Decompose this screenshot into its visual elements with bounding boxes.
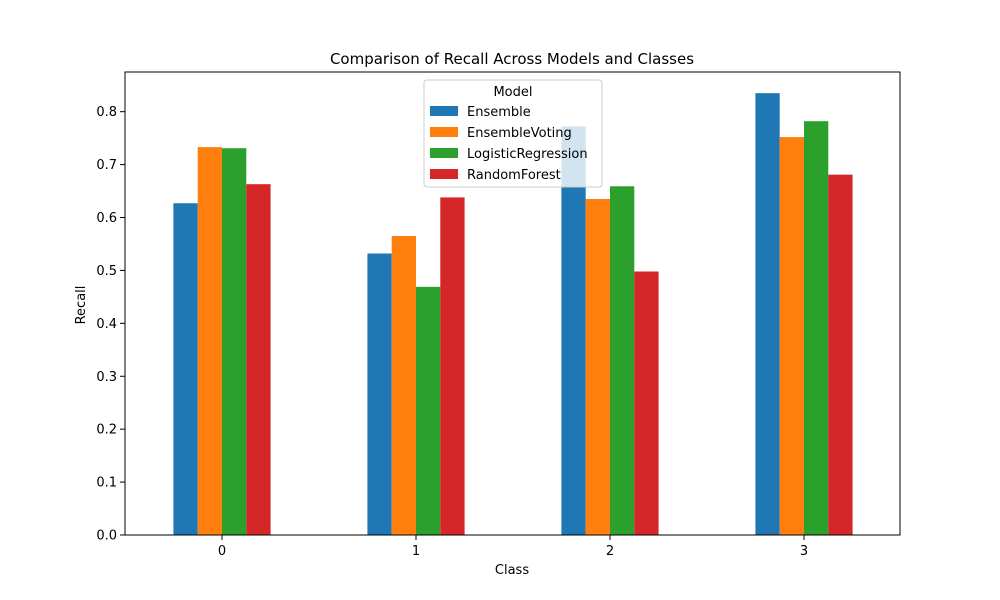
x-tick-label: 0 (218, 544, 226, 559)
legend-label-ensemble: Ensemble (467, 105, 531, 120)
bars-layer (173, 93, 853, 536)
y-tick-label: 0.5 (96, 264, 117, 279)
legend-title: Model (493, 85, 532, 100)
chart-title: Comparison of Recall Across Models and C… (330, 50, 694, 68)
y-tick-label: 0.4 (96, 317, 117, 332)
legend-label-randomforest: RandomForest (467, 168, 561, 183)
bar-logisticregression-class-3 (804, 121, 829, 536)
bar-randomforest-class-0 (246, 184, 271, 535)
y-tick-label: 0.6 (96, 211, 117, 226)
bar-ensemble-class-3 (755, 93, 780, 536)
bar-ensemblevoting-class-2 (585, 198, 610, 536)
legend-box (423, 79, 603, 188)
legend-swatch-ensemblevoting (430, 127, 458, 137)
bar-ensemble-class-2 (561, 126, 586, 535)
legend-swatch-randomforest (430, 169, 458, 179)
bar-randomforest-class-3 (828, 174, 853, 535)
legend-label-ensemblevoting: EnsembleVoting (467, 126, 572, 141)
legend-swatch-ensemble (430, 106, 458, 116)
bar-logisticregression-class-0 (222, 148, 247, 535)
y-tick-label: 0.8 (96, 105, 117, 120)
y-tick-label: 0.1 (96, 476, 117, 491)
x-axis-title: Class (495, 563, 529, 578)
bar-ensemble-class-1 (367, 253, 392, 535)
y-tick-label: 0.2 (96, 423, 117, 438)
y-tick-label: 0.0 (96, 529, 117, 544)
legend-label-logisticregression: LogisticRegression (467, 147, 588, 162)
bar-ensemblevoting-class-0 (197, 147, 222, 535)
bar-ensemblevoting-class-1 (391, 236, 416, 535)
x-tick-label: 1 (412, 544, 420, 559)
y-tick-label: 0.3 (96, 370, 117, 385)
legend: Model Ensemble EnsembleVoting LogisticRegre… (423, 79, 603, 188)
y-axis-title: Recall (74, 286, 89, 325)
bar-ensemblevoting-class-3 (779, 137, 804, 535)
x-tick-label: 3 (800, 544, 808, 559)
y-tick-label: 0.7 (96, 158, 117, 173)
bar-randomforest-class-1 (440, 197, 465, 535)
bar-logisticregression-class-2 (610, 186, 635, 536)
legend-swatch-logisticregression (430, 148, 458, 158)
x-tick-label: 2 (606, 544, 614, 559)
bar-logisticregression-class-1 (416, 286, 441, 535)
bar-ensemble-class-0 (173, 203, 198, 536)
axes-layer: 0.0 0.1 0.2 0.3 0.4 0.5 0.6 0.7 0.8 0 1 2 3 (96, 71, 901, 559)
bar-randomforest-class-2 (634, 271, 659, 535)
plot-frame (124, 71, 901, 536)
